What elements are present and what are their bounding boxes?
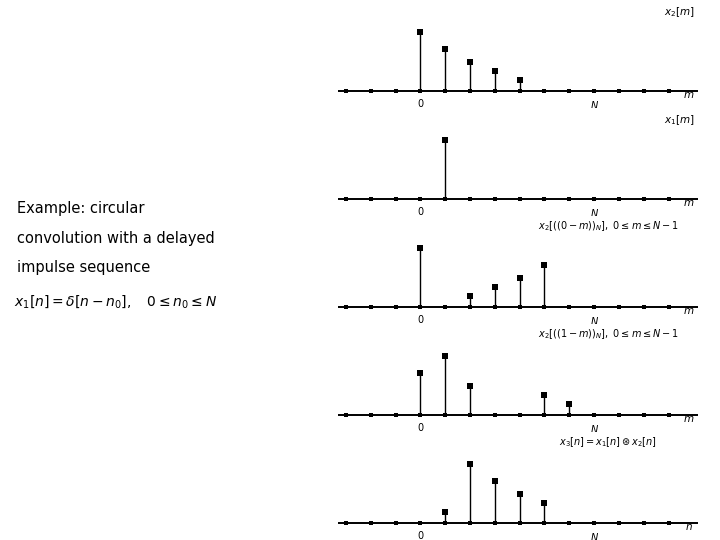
Text: 0: 0 xyxy=(418,423,423,433)
Text: impulse sequence: impulse sequence xyxy=(17,260,150,275)
Text: $x_1[n] = \delta[n-n_0],\quad 0\leq n_0\leq N$: $x_1[n] = \delta[n-n_0],\quad 0\leq n_0\… xyxy=(14,294,217,310)
Text: $x_3[n]=x_1[n]\circledast x_2[n]$: $x_3[n]=x_1[n]\circledast x_2[n]$ xyxy=(559,435,657,449)
Text: $x_2[((1-m))_N],\ 0\leq m\leq N-1$: $x_2[((1-m))_N],\ 0\leq m\leq N-1$ xyxy=(538,327,679,341)
Text: $N$: $N$ xyxy=(590,531,598,540)
Text: convolution with a delayed: convolution with a delayed xyxy=(17,231,215,246)
Text: 0: 0 xyxy=(418,531,423,540)
Text: $m$: $m$ xyxy=(683,414,694,423)
Text: $N$: $N$ xyxy=(590,423,598,435)
Text: $N$: $N$ xyxy=(590,99,598,111)
Text: $N$: $N$ xyxy=(590,207,598,219)
Text: $x_2[m]$: $x_2[m]$ xyxy=(664,5,695,19)
Text: $m$: $m$ xyxy=(683,90,694,99)
Text: 0: 0 xyxy=(418,99,423,109)
Text: Example: circular: Example: circular xyxy=(17,201,145,216)
Text: $n$: $n$ xyxy=(685,522,693,531)
Text: $N$: $N$ xyxy=(590,315,598,327)
Text: $x_2[((0-m))_N],\ 0\leq m\leq N-1$: $x_2[((0-m))_N],\ 0\leq m\leq N-1$ xyxy=(538,219,679,233)
Text: $m$: $m$ xyxy=(683,198,694,207)
Text: 0: 0 xyxy=(418,315,423,325)
Text: 0: 0 xyxy=(418,207,423,217)
Text: $m$: $m$ xyxy=(683,306,694,315)
Text: $x_1[m]$: $x_1[m]$ xyxy=(664,113,695,127)
